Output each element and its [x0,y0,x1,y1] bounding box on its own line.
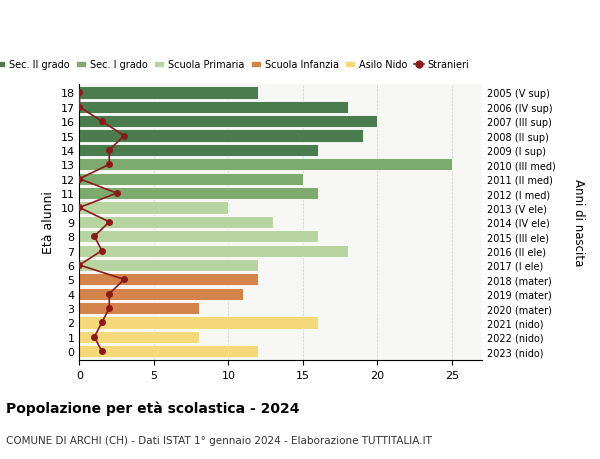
Bar [79,345,258,358]
Bar [79,202,229,214]
Y-axis label: Età alunni: Età alunni [42,191,55,254]
Bar [79,101,347,114]
Text: COMUNE DI ARCHI (CH) - Dati ISTAT 1° gennaio 2024 - Elaborazione TUTTITALIA.IT: COMUNE DI ARCHI (CH) - Dati ISTAT 1° gen… [6,435,432,445]
Y-axis label: Anni di nascita: Anni di nascita [572,179,585,266]
Bar [79,274,258,286]
Text: Popolazione per età scolastica - 2024: Popolazione per età scolastica - 2024 [6,401,299,415]
Bar [79,116,377,128]
Bar [79,288,244,300]
Bar [79,230,318,243]
Bar [79,216,273,229]
Bar [79,331,199,343]
Bar [79,245,347,257]
Bar [79,87,258,99]
Bar [79,173,303,185]
Bar [79,159,452,171]
Bar [79,145,318,157]
Legend: Sec. II grado, Sec. I grado, Scuola Primaria, Scuola Infanzia, Asilo Nido, Stran: Sec. II grado, Sec. I grado, Scuola Prim… [0,56,473,74]
Bar [79,302,199,314]
Bar [79,130,362,142]
Bar [79,317,318,329]
Bar [79,188,318,200]
Bar [79,259,258,272]
